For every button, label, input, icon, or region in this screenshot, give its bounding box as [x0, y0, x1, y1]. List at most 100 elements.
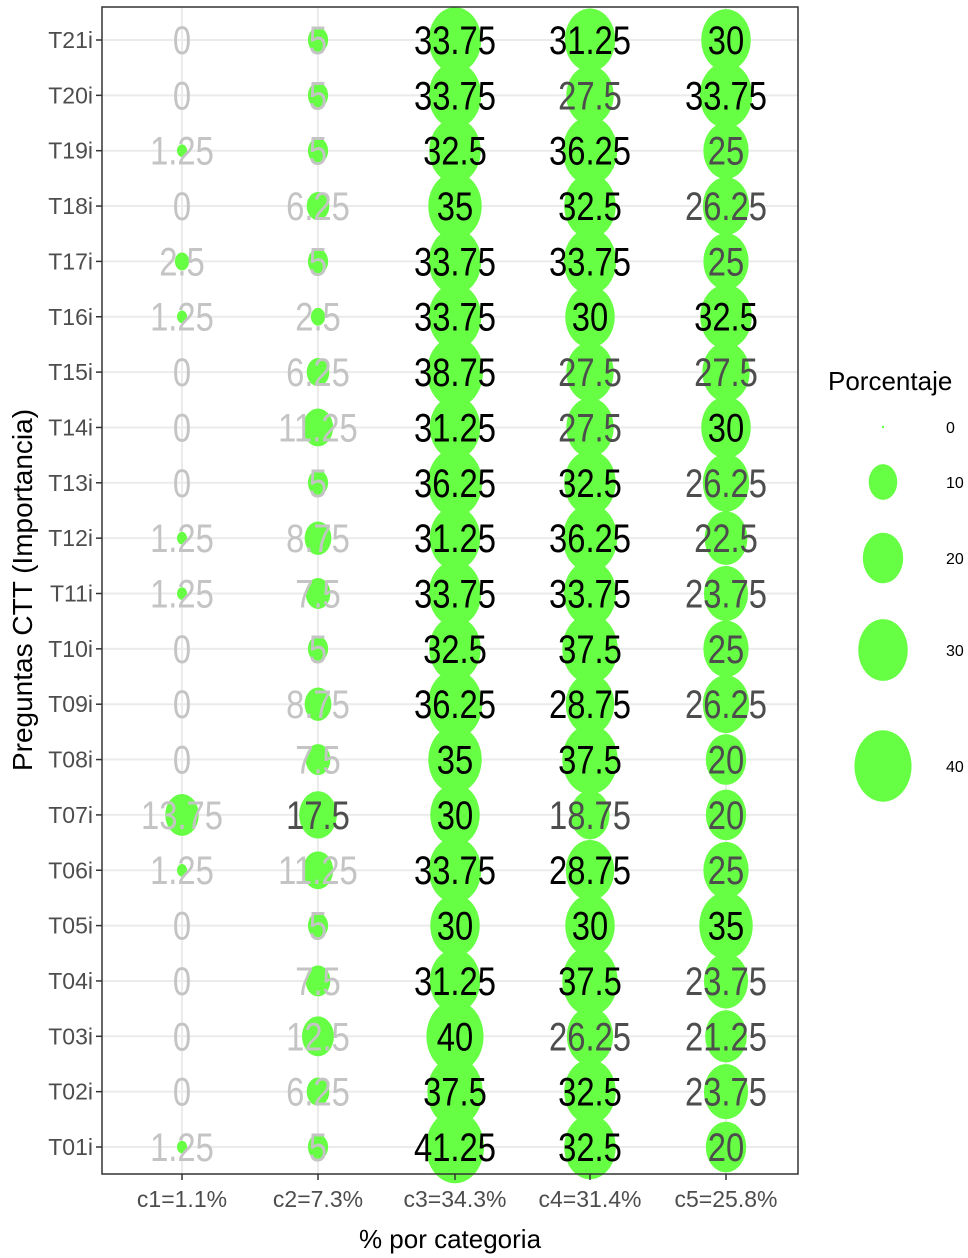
value-label: 0 — [173, 737, 191, 782]
value-label: 7.5 — [295, 571, 341, 616]
bubble — [562, 504, 618, 573]
value-label: 20 — [708, 793, 744, 838]
bubble — [702, 453, 750, 512]
value-label: 0 — [173, 1070, 191, 1115]
value-label: 1.25 — [150, 848, 214, 893]
value-label: 37.5 — [558, 627, 622, 672]
value-label: 23.75 — [685, 1070, 767, 1115]
value-label: 33.75 — [685, 73, 767, 118]
y-tick-label: T08i — [48, 747, 93, 773]
value-label: 32.5 — [558, 461, 622, 506]
value-label: 35 — [437, 184, 473, 229]
legend-items: 0 10 20 30 40 — [854, 420, 964, 802]
bubble — [429, 118, 481, 183]
value-label: 0 — [173, 73, 191, 118]
bubble — [310, 307, 326, 326]
bubbles — [165, 7, 753, 1184]
legend-key — [854, 730, 912, 802]
y-tick-label: T05i — [48, 913, 93, 939]
legend-label: 40 — [946, 759, 964, 776]
value-label: 32.5 — [694, 295, 758, 340]
bubble — [306, 1077, 330, 1106]
value-label: 11.25 — [278, 405, 358, 450]
bubble — [299, 791, 337, 839]
value-label: 31.25 — [414, 959, 496, 1004]
value-label: 1.25 — [150, 129, 214, 174]
x-tick-label: c2=7.3% — [273, 1186, 363, 1212]
bubble — [429, 506, 481, 570]
value-label: 33.75 — [414, 848, 496, 893]
y-tick-label: T20i — [48, 82, 93, 108]
value-label: 30 — [437, 793, 473, 838]
value-label: 20 — [708, 737, 744, 782]
bubble — [302, 851, 334, 890]
value-label: 36.25 — [414, 461, 496, 506]
value-label: 37.5 — [423, 1070, 487, 1115]
bubble — [428, 726, 482, 793]
bubble — [304, 521, 332, 555]
value-label: 28.75 — [549, 848, 631, 893]
bubble — [306, 357, 330, 387]
value-label: 33.75 — [414, 73, 496, 118]
value-label: 37.5 — [558, 959, 622, 1004]
y-tick-label: T19i — [48, 138, 93, 164]
bubble — [429, 395, 481, 459]
value-label: 41.25 — [414, 1125, 496, 1170]
bubble — [307, 636, 329, 662]
bubble — [564, 1114, 616, 1180]
bubble — [306, 191, 330, 221]
value-label: 32.5 — [423, 129, 487, 174]
bubble — [428, 7, 482, 73]
bubble — [564, 173, 616, 239]
value-label: 1.25 — [150, 295, 214, 340]
bubble — [428, 172, 482, 240]
y-tick-label: T06i — [48, 857, 93, 883]
bubble — [176, 310, 188, 324]
value-label: 40 — [437, 1014, 473, 1059]
bubble — [703, 122, 749, 179]
value-label: 33.75 — [414, 295, 496, 340]
value-label: 18.75 — [549, 793, 631, 838]
y-tick-label: T07i — [48, 802, 93, 828]
bubble — [428, 62, 482, 129]
value-label: 38.75 — [414, 350, 496, 395]
value-label: 31.25 — [414, 405, 496, 450]
value-label: 36.25 — [549, 129, 631, 174]
bubble — [566, 65, 614, 125]
value-label: 30 — [572, 904, 608, 949]
bubble — [305, 744, 331, 776]
bubble — [429, 616, 481, 682]
value-label: 33.75 — [549, 571, 631, 616]
bubble — [304, 687, 332, 721]
bubble — [705, 1121, 747, 1173]
bubble — [176, 863, 188, 877]
bubble — [702, 342, 750, 402]
legend-key — [858, 619, 908, 681]
bubble — [305, 578, 331, 609]
legend-label: 30 — [946, 643, 964, 660]
value-label: 25 — [708, 239, 744, 284]
y-tick-label: T11i — [50, 581, 93, 607]
value-label: 5 — [309, 129, 327, 174]
value-label: 5 — [309, 18, 327, 63]
value-label: 5 — [309, 904, 327, 949]
bubble — [705, 789, 747, 841]
value-label: 7.5 — [295, 959, 341, 1004]
value-label: 35 — [708, 904, 744, 949]
x-tick-label: c4=31.4% — [539, 1186, 642, 1212]
value-label: 26.25 — [549, 1014, 631, 1059]
value-label: 12.5 — [286, 1014, 350, 1059]
bubble — [565, 839, 615, 901]
value-label: 21.25 — [685, 1014, 767, 1059]
bubble — [701, 9, 751, 71]
legend-key — [881, 425, 885, 429]
value-label: 7.5 — [295, 737, 341, 782]
bubble — [565, 285, 615, 348]
value-label: 26.25 — [685, 461, 767, 506]
value-label: 8.75 — [286, 682, 350, 727]
value-label: 30 — [708, 18, 744, 63]
bubble — [307, 27, 329, 53]
bubble — [701, 396, 751, 459]
value-label: 6.25 — [286, 184, 350, 229]
bubble — [564, 1059, 616, 1124]
